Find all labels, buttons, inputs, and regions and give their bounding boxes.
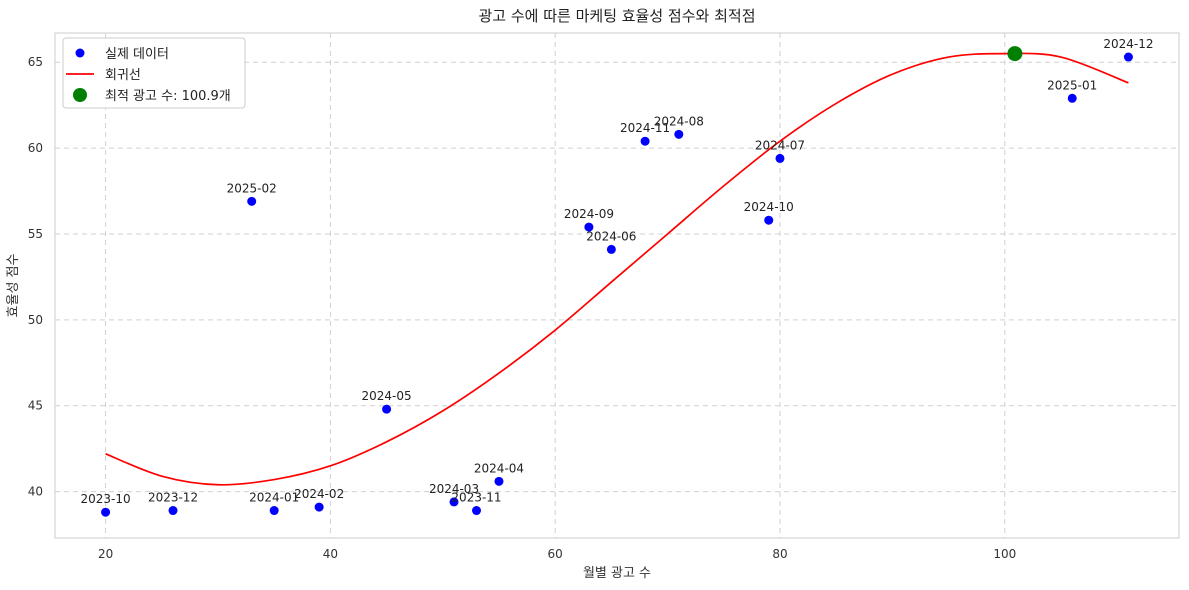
chart-title: 광고 수에 따른 마케팅 효율성 점수와 최적점: [478, 7, 755, 25]
data-point-label: 2024-04: [474, 461, 524, 475]
series: [101, 46, 1133, 517]
data-point: [314, 502, 324, 512]
legend-scatter-marker: [75, 48, 85, 58]
plot-area: [54, 32, 1180, 539]
x-tick-label: 60: [548, 547, 563, 561]
legend: 실제 데이터 회귀선 최적 광고 수: 100.9개: [62, 37, 246, 109]
data-point: [472, 506, 481, 516]
data-point: [494, 476, 504, 486]
legend-box: [62, 37, 246, 109]
data-point-label: 2025-02: [227, 181, 277, 195]
legend-label-regression-line: 회귀선: [105, 68, 141, 83]
legend-label-actual-data: 실제 데이터: [105, 47, 169, 62]
legend-optimum-marker: [73, 88, 87, 102]
data-point-label: 2024-08: [654, 114, 704, 128]
y-tick-label: 50: [28, 313, 43, 327]
data-point: [606, 244, 616, 254]
data-point: [101, 507, 111, 517]
data-point-label: 2024-03: [429, 482, 479, 496]
x-tick-label: 80: [772, 547, 787, 561]
optimum-point: [1007, 46, 1023, 62]
data-point: [640, 136, 650, 146]
y-axis-title: 효율성 점수: [6, 253, 21, 317]
legend-label-optimum: 최적 광고 수: 100.9개: [105, 89, 231, 104]
grid: [55, 33, 1179, 538]
data-point-label: 2023-12: [148, 491, 198, 505]
data-point-label: 2024-11: [620, 121, 670, 135]
data-point: [449, 497, 459, 507]
y-tick-label: 45: [28, 399, 43, 413]
data-point-label: 2024-02: [294, 487, 344, 501]
y-tick-label: 55: [28, 227, 43, 241]
data-point: [775, 153, 785, 163]
data-point-label: 2025-01: [1047, 78, 1097, 92]
data-point: [674, 129, 684, 139]
axis-ticks: 20 40 60 80 100 40 45 50 55 60 65: [28, 55, 1017, 561]
regression-line: [105, 52, 1129, 486]
data-point: [247, 196, 257, 206]
data-point-label: 2024-10: [744, 200, 794, 214]
x-tick-label: 40: [323, 547, 338, 561]
y-tick-label: 60: [28, 141, 43, 155]
data-point-label: 2024-09: [564, 207, 614, 221]
data-point: [1123, 52, 1133, 62]
x-tick-label: 100: [993, 547, 1016, 561]
data-point: [764, 215, 774, 225]
y-tick-label: 40: [28, 485, 43, 499]
data-point: [168, 506, 178, 516]
data-point-label: 2024-12: [1103, 37, 1153, 51]
data-point-label: 2023-10: [81, 492, 131, 506]
y-tick-label: 65: [28, 55, 43, 69]
data-point-label: 2023-11: [451, 491, 501, 505]
data-point: [1067, 93, 1077, 103]
data-point-label: 2024-06: [586, 229, 636, 243]
data-point-label: 2024-05: [362, 389, 412, 403]
data-point: [269, 506, 279, 516]
data-point-label: 2024-07: [755, 138, 805, 152]
data-point: [382, 404, 392, 414]
x-axis-title: 월별 광고 수: [583, 566, 651, 581]
x-tick-label: 20: [98, 547, 113, 561]
data-point: [584, 222, 594, 232]
data-point-label: 2024-01: [249, 491, 299, 505]
